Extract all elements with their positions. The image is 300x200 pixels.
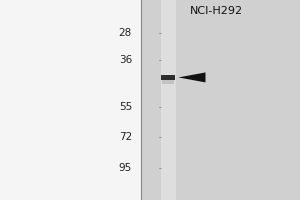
Bar: [161, 75, 175, 80]
Text: 72: 72: [119, 132, 132, 142]
Polygon shape: [178, 72, 206, 82]
Text: NCI-H292: NCI-H292: [189, 6, 243, 16]
Bar: [141, 0, 300, 200]
Text: 55: 55: [119, 102, 132, 112]
Text: 95: 95: [119, 163, 132, 173]
Text: 36: 36: [119, 55, 132, 65]
Bar: [162, 80, 174, 84]
Text: 28: 28: [119, 28, 132, 38]
Bar: [160, 0, 175, 200]
